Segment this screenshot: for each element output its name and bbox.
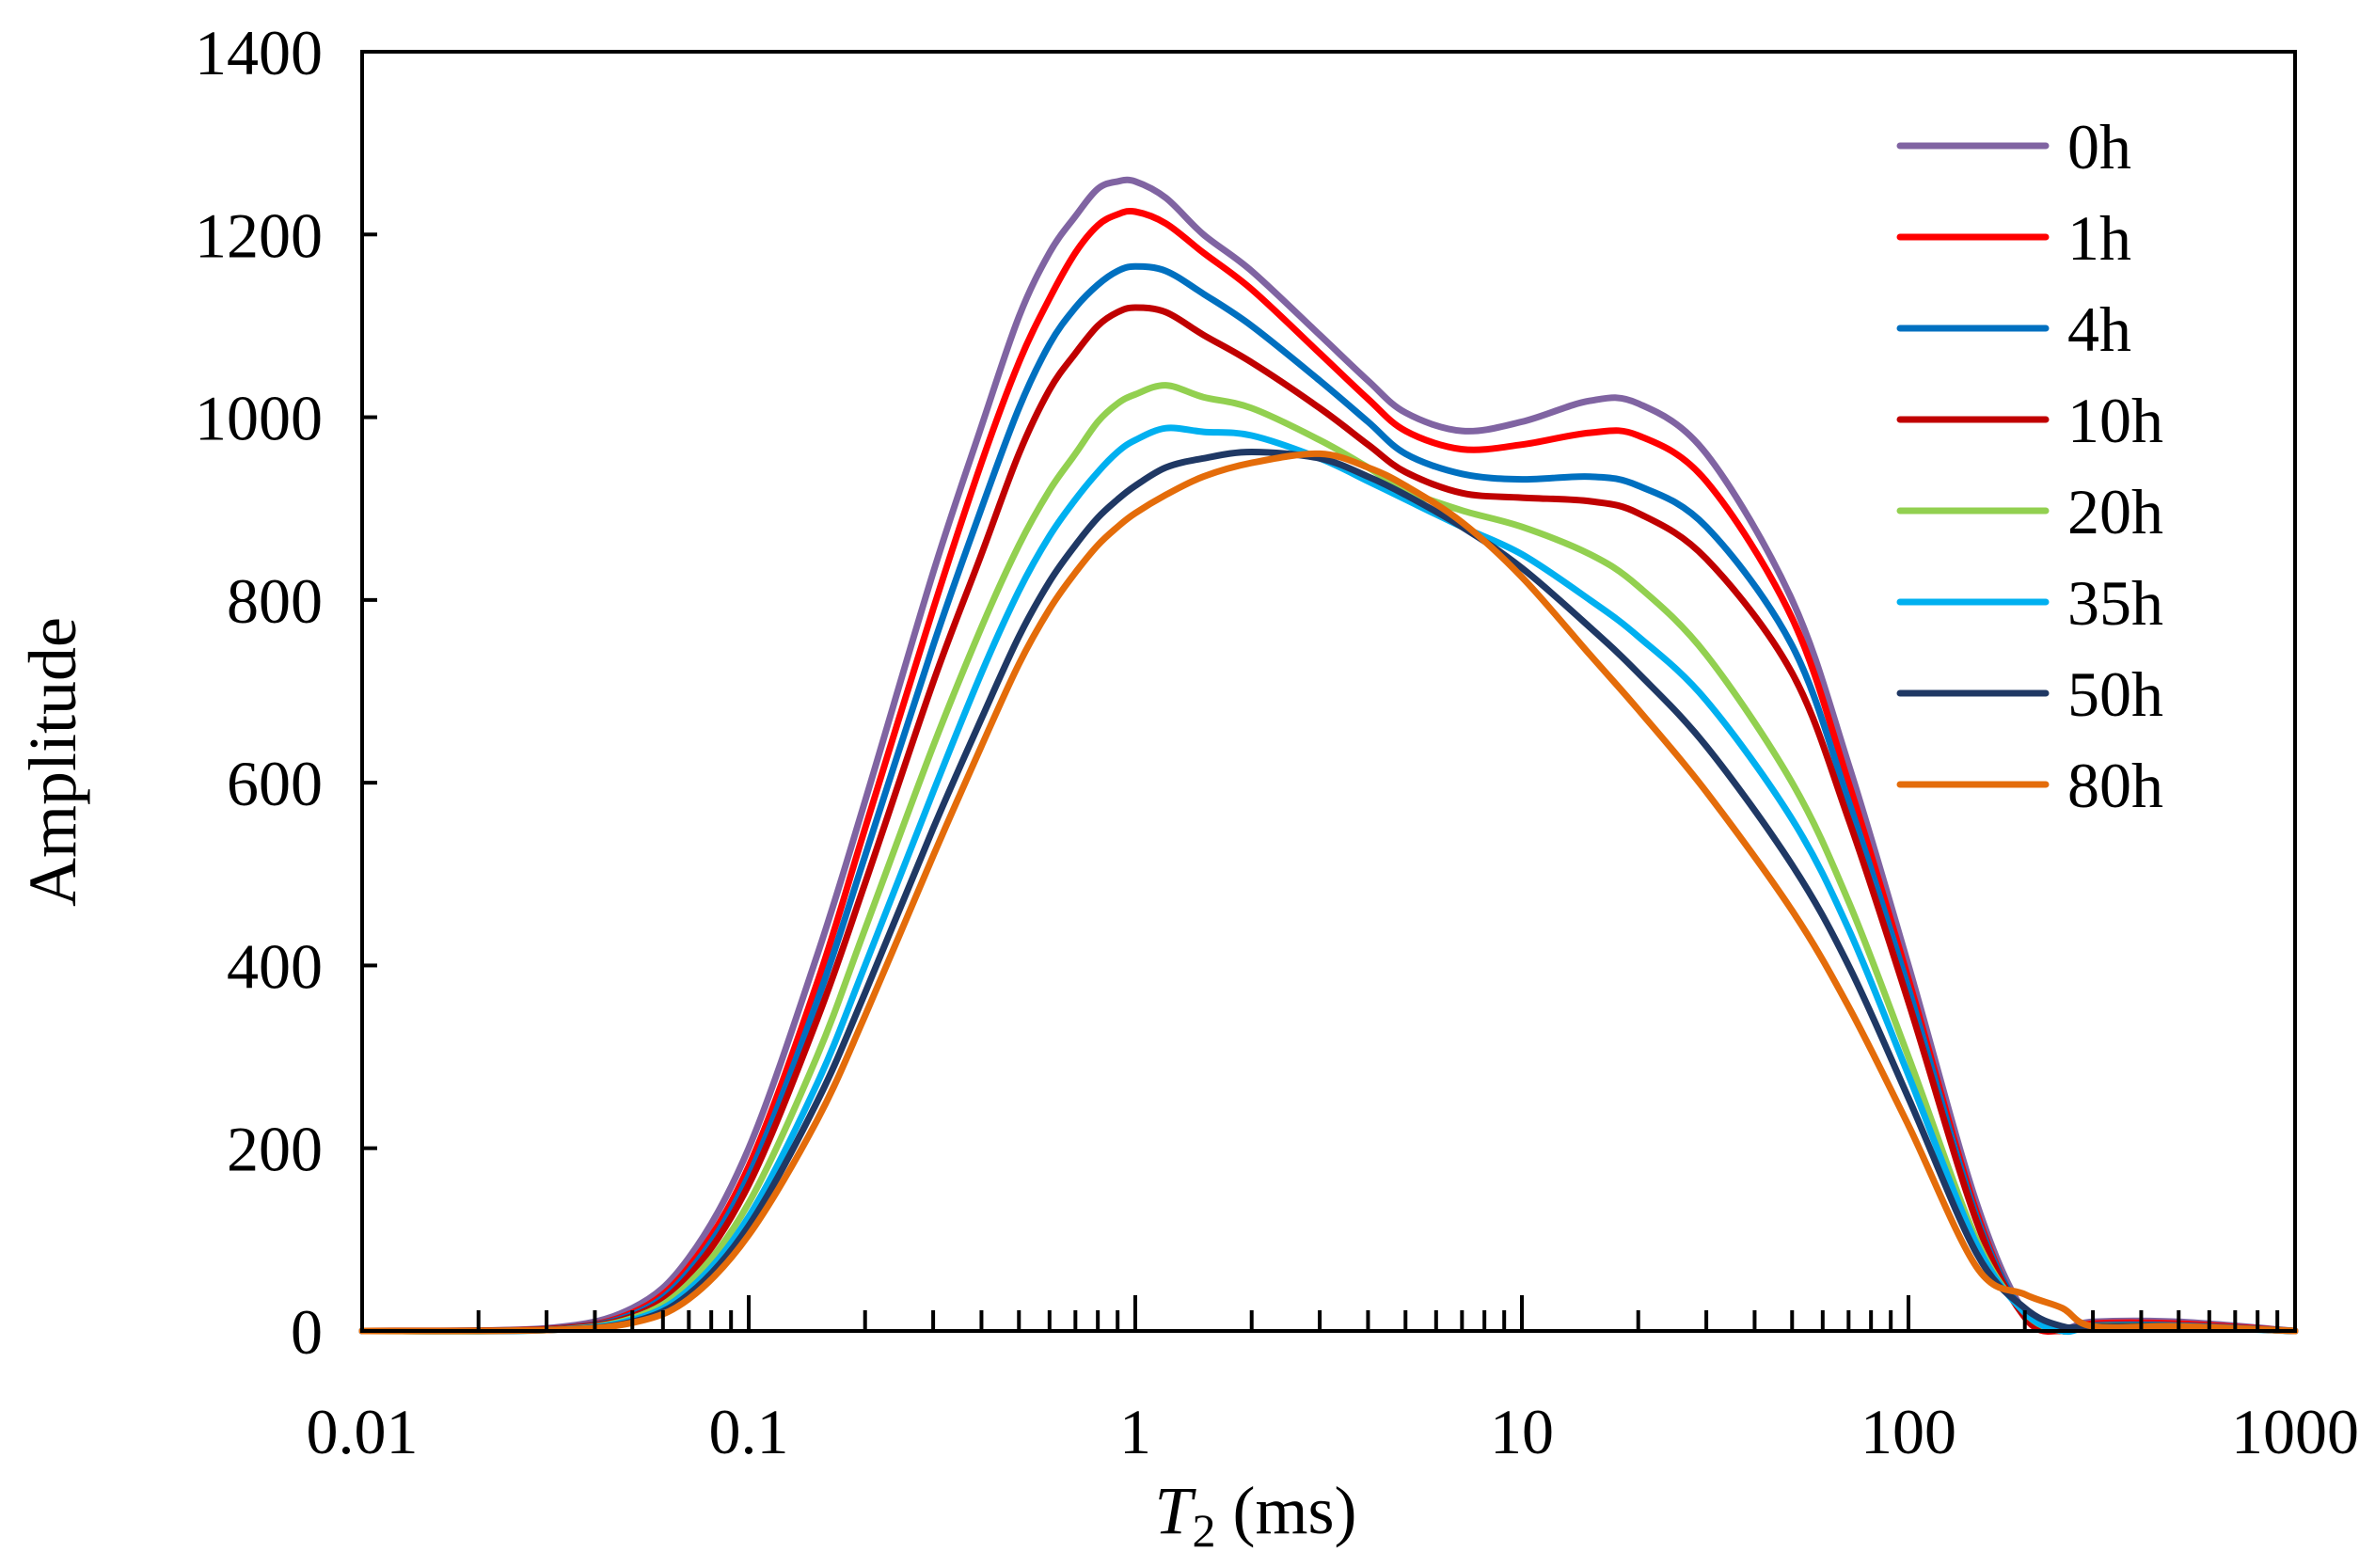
plot-frame [360,50,2297,1333]
legend-label-35h: 35h [2067,567,2163,639]
x-tick-label: 1 [1119,1396,1151,1467]
legend-label-20h: 20h [2067,476,2163,547]
y-tick-label: 1200 [195,199,323,271]
x-axis-title: T2 (ms) [1154,1473,1356,1557]
series-line-80h [358,450,2299,1335]
legend-label-1h: 1h [2067,202,2131,274]
x-tick-label: 100 [1860,1396,1956,1467]
legend-label-0h: 0h [2067,111,2131,182]
y-tick-label: 0 [291,1296,323,1368]
y-tick-label: 600 [227,748,323,819]
legend-label-10h: 10h [2067,385,2163,456]
y-tick-label: 1000 [195,383,323,454]
y-tick-label: 200 [227,1114,323,1185]
x-tick-label: 10 [1490,1396,1554,1467]
series-line-35h [358,424,2299,1336]
legend-label-80h: 80h [2067,750,2163,821]
series-line-50h [358,449,2299,1335]
axes-layer: 0 200 400 600 800 1000 1200 1400 0.01 0.1 1 10 100 10… [195,17,2359,1467]
x-axis-title-main: T [1154,1473,1196,1548]
x-axis-title-subscript: 2 [1193,1504,1216,1557]
legend-label-50h: 50h [2067,658,2163,730]
y-tick-label: 400 [227,930,323,1002]
legend: 0h 1h 4h 10h 20h 35h 50h 80h [1896,111,2163,821]
x-tick-label: 0.1 [709,1396,789,1467]
series-layer [358,176,2299,1336]
y-tick-label: 1400 [195,17,323,88]
series-line-10h [358,304,2299,1335]
legend-label-4h: 4h [2067,293,2131,365]
x-tick-label: 1000 [2231,1396,2359,1467]
x-tick-label: 0.01 [307,1396,419,1467]
series-line-20h [358,382,2299,1336]
x-axis-title-units: (ms) [1216,1473,1357,1548]
y-tick-label: 800 [227,565,323,637]
y-axis-title: Amplitude [15,617,90,907]
